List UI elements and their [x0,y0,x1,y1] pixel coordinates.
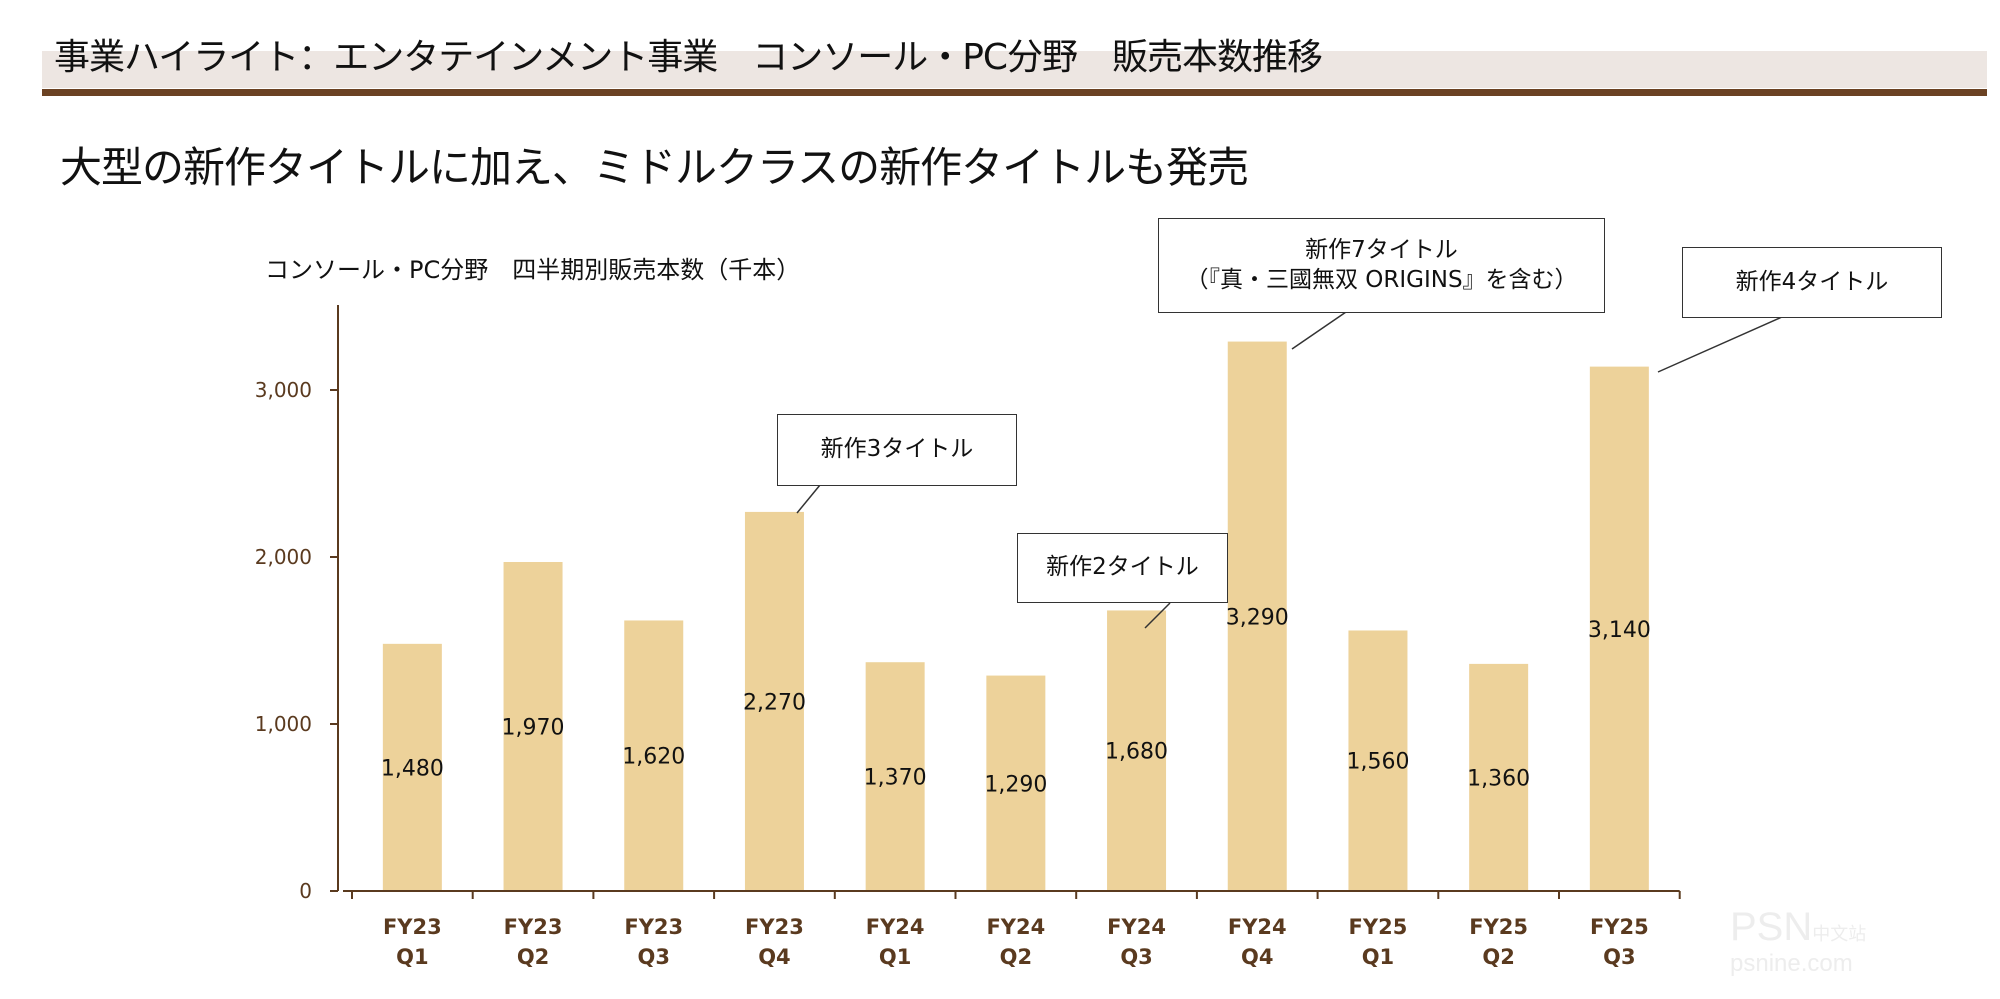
x-tick-label: FY23 [624,915,683,939]
callout-fy24q3: 新作2タイトル [1017,533,1228,603]
x-tick-label: Q4 [758,945,790,969]
bar [865,662,925,891]
x-tick-label: FY24 [866,915,925,939]
bar [1227,341,1287,891]
bar [382,643,442,891]
callout-leader-line [1291,311,1347,350]
bar [744,511,804,891]
x-tick-label: Q3 [1603,945,1635,969]
x-tick-label: FY23 [383,915,442,939]
x-tick-label: Q3 [1120,945,1152,969]
bar [1107,610,1167,891]
callout-text: 新作7タイトル [1305,236,1458,263]
bar-value-label: 1,480 [381,756,444,781]
bar [624,620,684,891]
watermark-tag: 中文站 [1812,924,1867,944]
x-tick-label: FY23 [504,915,563,939]
x-tick-label: FY23 [745,915,804,939]
x-tick-label: FY24 [1228,915,1287,939]
bar-value-label: 1,970 [502,716,565,741]
callout-subtext: （『真・三國無双 ORIGINS』を含む） [1185,266,1578,293]
bar-value-label: 1,620 [622,745,685,770]
bar-value-label: 3,290 [1226,605,1289,630]
x-tick-label: Q1 [1362,945,1394,969]
y-tick-label: 3,000 [255,378,312,402]
x-tick-label: Q2 [517,945,549,969]
callout-fy24q4: 新作7タイトル （『真・三國無双 ORIGINS』を含む） [1158,218,1605,313]
y-tick-label: 0 [299,879,312,903]
callout-fy25q3: 新作4タイトル [1682,247,1942,318]
bar-value-label: 3,140 [1588,618,1651,643]
bar [1469,663,1529,891]
title-band [42,51,1987,88]
bar [1589,366,1649,891]
bar-value-label: 1,290 [984,772,1047,797]
bar-value-label: 2,270 [743,690,806,715]
watermark-site: psnine.com [1730,950,1853,977]
callout-text: 新作4タイトル [1735,268,1889,295]
title-rule [42,89,1987,96]
watermark-brand: PSN [1730,905,1813,949]
x-tick-label: FY25 [1469,915,1528,939]
bar-value-label: 1,680 [1105,740,1168,765]
bar [1348,630,1408,891]
page-title: 事業ハイライト：エンタテインメント事業 コンソール・PC分野 販売本数推移 [54,37,1323,78]
y-tick-label: 2,000 [255,545,312,569]
x-tick-label: FY24 [986,915,1045,939]
callout-fy23q4: 新作3タイトル [777,414,1017,486]
bar-value-label: 1,370 [864,766,927,791]
x-tick-label: FY24 [1107,915,1166,939]
chart-title: コンソール・PC分野 四半期別販売本数（千本） [265,256,801,284]
x-tick-label: FY25 [1590,915,1649,939]
x-tick-label: Q1 [879,945,911,969]
bar-value-label: 1,560 [1346,750,1409,775]
y-tick-label: 1,000 [255,712,312,736]
callout-leader-line [1144,602,1171,629]
page-subtitle: 大型の新作タイトルに加え、ミドルクラスの新作タイトルも発売 [60,143,1249,192]
bar [503,562,563,891]
x-tick-label: Q2 [1482,945,1514,969]
callout-leader-line [1657,316,1783,373]
psnine-watermark: PSN中文站 psnine.com [1730,905,1866,978]
bar-value-label: 1,360 [1467,766,1530,791]
x-tick-label: Q3 [638,945,670,969]
callout-text: 新作3タイトル [820,436,974,463]
bar [986,675,1046,891]
x-tick-label: Q2 [1000,945,1032,969]
callout-leader-line [796,484,821,514]
x-tick-label: Q4 [1241,945,1273,969]
callout-text: 新作2タイトル [1046,554,1199,581]
x-tick-label: Q1 [396,945,428,969]
x-tick-label: FY25 [1349,915,1408,939]
